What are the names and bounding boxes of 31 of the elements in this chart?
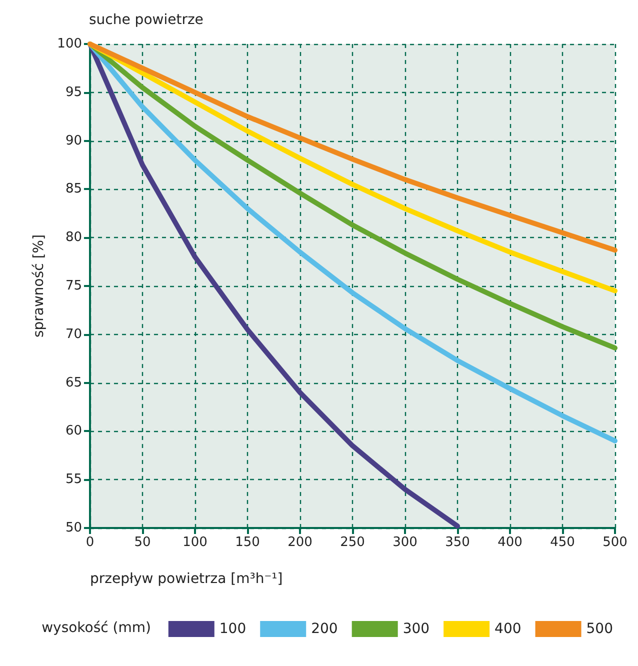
chart-title: suche powietrze — [89, 12, 204, 28]
x-axis-title: przepływ powietrza [m³h⁻¹] — [90, 571, 283, 587]
x-tick-label: 400 — [498, 535, 522, 550]
y-tick-label: 100 — [57, 36, 82, 52]
x-tick-label: 350 — [445, 535, 470, 550]
y-tick-label: 80 — [65, 230, 82, 246]
y-tick-label: 70 — [65, 326, 82, 342]
x-tick-label: 500 — [602, 535, 628, 550]
y-tick-label: 90 — [65, 133, 82, 148]
y-tick-label: 95 — [65, 84, 82, 100]
y-tick-label: 50 — [65, 520, 82, 536]
legend-label: 400 — [494, 621, 522, 637]
legend-label: 500 — [586, 621, 614, 637]
y-tick-label: 75 — [65, 278, 82, 294]
legend-title: wysokość (mm) — [42, 620, 152, 636]
y-tick-label: 85 — [65, 182, 82, 197]
y-axis-title: sprawność [%] — [31, 234, 47, 338]
y-tick-label: 65 — [65, 375, 82, 390]
x-tick-label: 150 — [235, 535, 260, 550]
x-tick-label: 200 — [288, 535, 312, 550]
y-tick-label: 55 — [65, 472, 82, 488]
x-tick-label: 250 — [340, 535, 365, 550]
y-tick-label: 60 — [65, 424, 82, 439]
x-tick-label: 50 — [134, 535, 151, 550]
legend-label: 300 — [402, 621, 430, 637]
legend-label: 200 — [311, 621, 338, 637]
legend-label: 100 — [219, 621, 246, 637]
x-tick-label: 100 — [182, 535, 208, 550]
x-tick-label: 300 — [392, 535, 418, 550]
x-tick-label: 0 — [86, 535, 94, 550]
x-tick-label: 450 — [550, 535, 575, 550]
